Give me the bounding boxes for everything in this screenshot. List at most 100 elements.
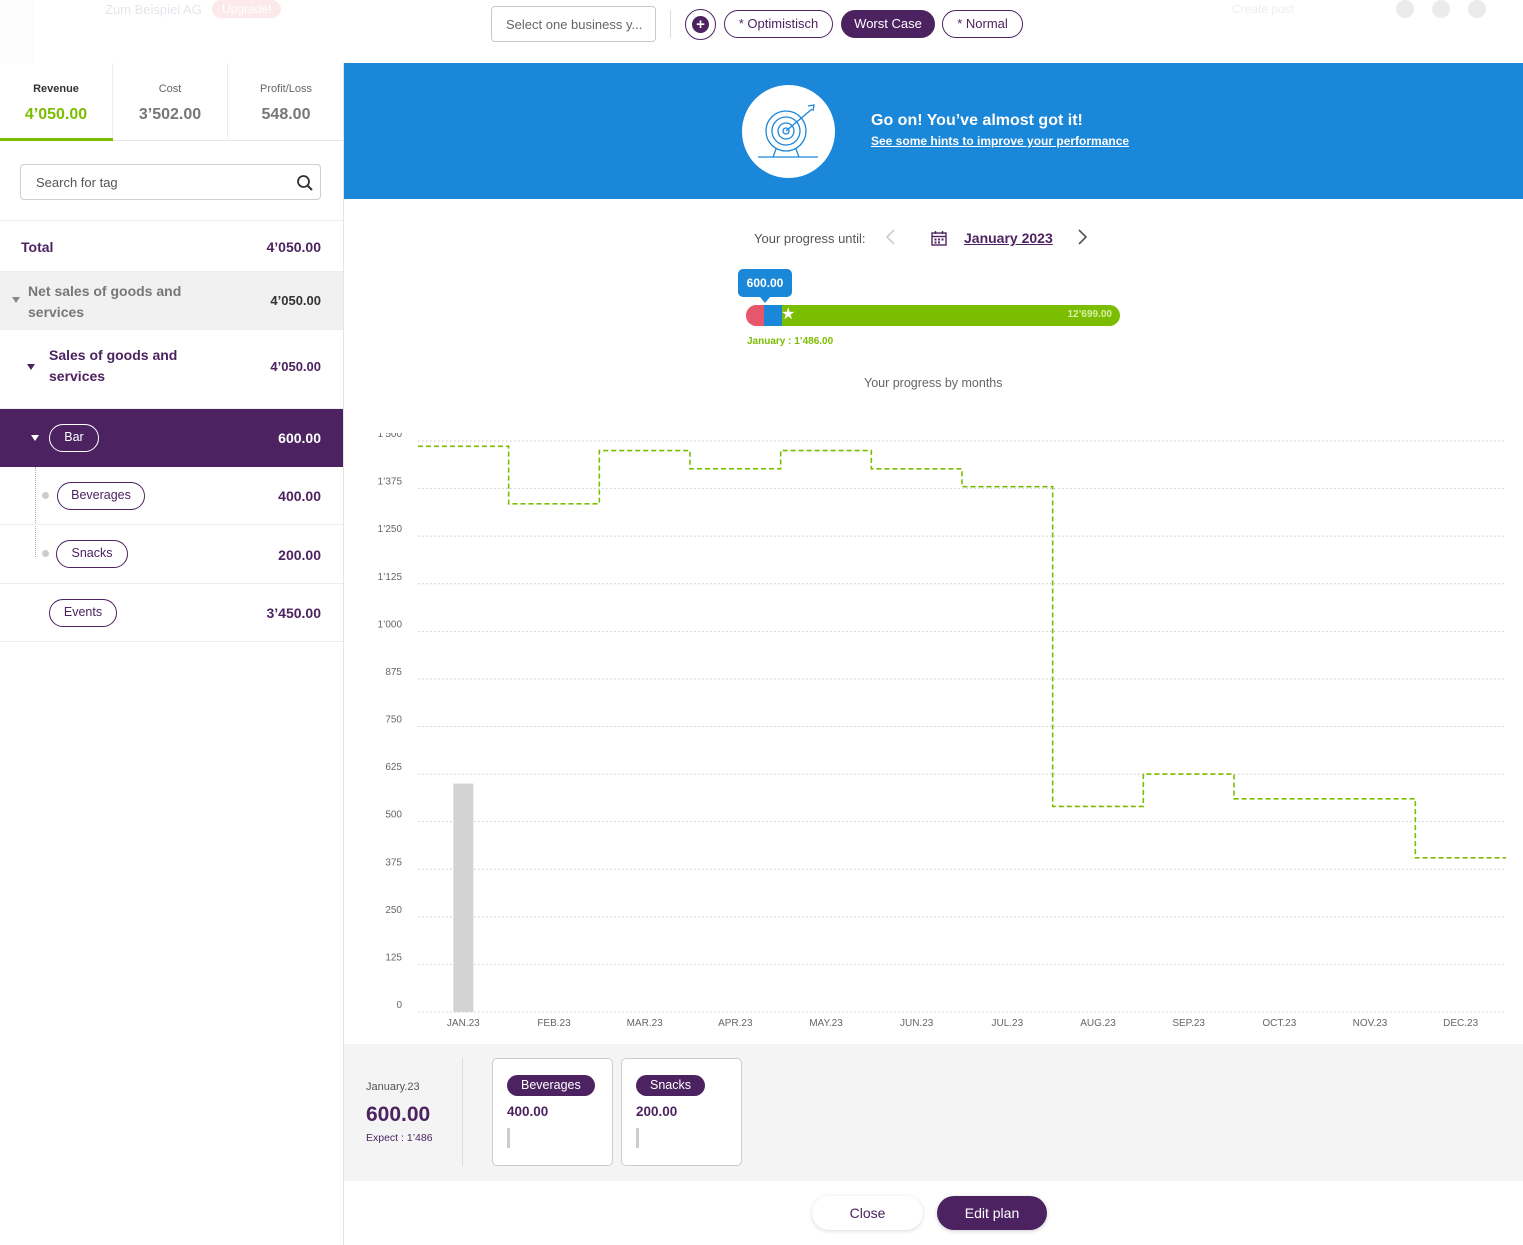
card-mini-bar — [507, 1128, 510, 1148]
search-icon[interactable] — [296, 174, 314, 192]
x-tick-label: MAY.23 — [809, 1018, 843, 1029]
tag-card-beverages[interactable]: Beverages 400.00 — [492, 1058, 613, 1166]
caret-down-icon[interactable] — [12, 297, 20, 303]
month-detail-band: January.23 600.00 Expect : 1’486 Beverag… — [344, 1044, 1523, 1181]
banner-title: Go on! You’ve almost got it! — [871, 112, 1083, 129]
row-amount: 600.00 — [278, 430, 321, 446]
sales-row[interactable]: Sales of goods and services 4’050.00 — [0, 330, 343, 409]
x-tick-label: NOV.23 — [1353, 1018, 1388, 1029]
tab-revenue[interactable]: Revenue 4’050.00 — [0, 63, 113, 141]
x-tick-label: DEC.23 — [1443, 1018, 1478, 1029]
row-name: Net sales of goods and services — [28, 283, 182, 320]
events-row[interactable]: Events 3’450.00 — [0, 584, 343, 642]
active-tab-indicator — [0, 138, 113, 141]
left-panel: Revenue 4’050.00 Cost 3’502.00 Profit/Lo… — [0, 63, 344, 1245]
progress-bar: ★ 12’699.00 — [746, 305, 1120, 326]
close-button[interactable]: Close — [812, 1196, 923, 1230]
beverages-row[interactable]: Beverages 400.00 — [0, 467, 343, 525]
y-tick-label: 1’000 — [378, 619, 403, 630]
background-search: Create post — [1232, 2, 1295, 16]
y-tick-label: 1’375 — [378, 477, 403, 488]
x-tick-label: JUN.23 — [900, 1018, 934, 1029]
search-placeholder: Search for tag — [36, 175, 118, 190]
detail-month: January.23 — [366, 1081, 420, 1093]
expected-label: January : 1’486.00 — [747, 336, 834, 347]
calendar-icon[interactable] — [931, 230, 947, 246]
card-tag: Beverages — [507, 1075, 595, 1096]
tab-profit-loss[interactable]: Profit/Loss 548.00 — [228, 63, 344, 141]
tab-label: Profit/Loss — [260, 83, 312, 95]
y-tick-label: 750 — [385, 715, 402, 726]
y-tick-label: 500 — [385, 810, 402, 821]
tree-connector — [35, 467, 36, 557]
card-value: 200.00 — [636, 1104, 678, 1119]
top-bar: Zum Beispiel AG Upgrade! Create post Sel… — [0, 0, 1523, 63]
total-row[interactable]: Total 4’050.00 — [0, 220, 343, 272]
target-icon — [758, 104, 818, 158]
row-amount: 3’450.00 — [266, 605, 322, 621]
tab-label: Revenue — [33, 83, 79, 95]
caret-down-icon[interactable] — [31, 435, 39, 441]
scenario-optimistisch[interactable]: * Optimistisch — [724, 10, 833, 38]
bullet-icon — [42, 550, 49, 557]
background-icons — [1396, 0, 1486, 18]
progress-until-label: Your progress until: — [754, 231, 866, 246]
x-tick-label: OCT.23 — [1262, 1018, 1296, 1029]
background-sidebar — [0, 0, 34, 63]
progress-segment-blue — [764, 305, 782, 326]
tag-card-snacks[interactable]: Snacks 200.00 — [621, 1058, 742, 1166]
progress-segment-red — [746, 305, 764, 326]
x-tick-label: FEB.23 — [537, 1018, 571, 1029]
x-tick-label: JAN.23 — [447, 1018, 480, 1029]
tag-pill[interactable]: Beverages — [57, 482, 145, 510]
progress-max-value: 12’699.00 — [1067, 309, 1113, 320]
business-year-select[interactable]: Select one business y... — [491, 6, 656, 42]
x-tick-label: SEP.23 — [1172, 1018, 1205, 1029]
tab-cost[interactable]: Cost 3’502.00 — [113, 63, 228, 141]
tag-pill[interactable]: Snacks — [56, 540, 128, 568]
card-tag: Snacks — [636, 1075, 705, 1096]
caret-down-icon[interactable] — [27, 364, 35, 370]
y-tick-label: 1’125 — [378, 572, 403, 583]
current-value-bubble: 600.00 — [738, 269, 792, 303]
y-tick-label: 625 — [385, 762, 402, 773]
chevron-left-icon[interactable] — [884, 228, 898, 246]
tag-pill[interactable]: Bar — [49, 424, 99, 452]
help-icon — [1432, 0, 1450, 18]
row-amount: 4’050.00 — [270, 293, 321, 308]
background-upgrade-badge: Upgrade! — [212, 0, 282, 18]
monthly-progress-chart: 0 125 250 375 500 625 750 875 1’000 1’125 1’250 1’3… — [378, 433, 1506, 1029]
edit-plan-button[interactable]: Edit plan — [937, 1196, 1047, 1230]
month-selector[interactable]: January 2023 — [964, 230, 1053, 246]
scenario-normal[interactable]: * Normal — [942, 10, 1023, 38]
tab-value: 3’502.00 — [138, 106, 202, 123]
summary-tabs: Revenue 4’050.00 Cost 3’502.00 Profit/Lo… — [0, 63, 344, 141]
snacks-row[interactable]: Snacks 200.00 — [0, 525, 343, 584]
y-tick-label: 1’500 — [378, 433, 403, 440]
card-mini-bar — [636, 1128, 639, 1148]
net-sales-row[interactable]: Net sales of goods and services 4’050.00 — [0, 272, 343, 330]
actual-bar[interactable] — [453, 783, 474, 1012]
y-tick-label: 250 — [385, 905, 402, 916]
y-tick-label: 0 — [396, 1000, 402, 1011]
row-amount: 400.00 — [278, 488, 321, 504]
bar-row[interactable]: Bar 600.00 — [0, 409, 343, 467]
tag-pill[interactable]: Events — [49, 599, 117, 627]
x-tick-label: APR.23 — [718, 1018, 753, 1029]
target-illustration — [742, 85, 835, 178]
row-name: Sales of goods and services — [49, 347, 178, 384]
tab-value: 4’050.00 — [24, 106, 88, 123]
detail-value: 600.00 — [366, 1103, 431, 1126]
y-tick-label: 125 — [385, 952, 402, 963]
bullet-icon — [42, 492, 49, 499]
divider — [462, 1058, 463, 1166]
chevron-right-icon[interactable] — [1075, 228, 1089, 246]
divider — [670, 10, 671, 38]
scenario-worst-case[interactable]: Worst Case — [841, 10, 935, 38]
progress-by-months-label: Your progress by months — [864, 376, 1003, 390]
hints-link[interactable]: See some hints to improve your performan… — [871, 134, 1130, 148]
tag-search-input[interactable]: Search for tag — [20, 164, 321, 200]
add-scenario-button[interactable]: + — [685, 9, 716, 40]
y-tick-label: 1’250 — [378, 524, 403, 535]
